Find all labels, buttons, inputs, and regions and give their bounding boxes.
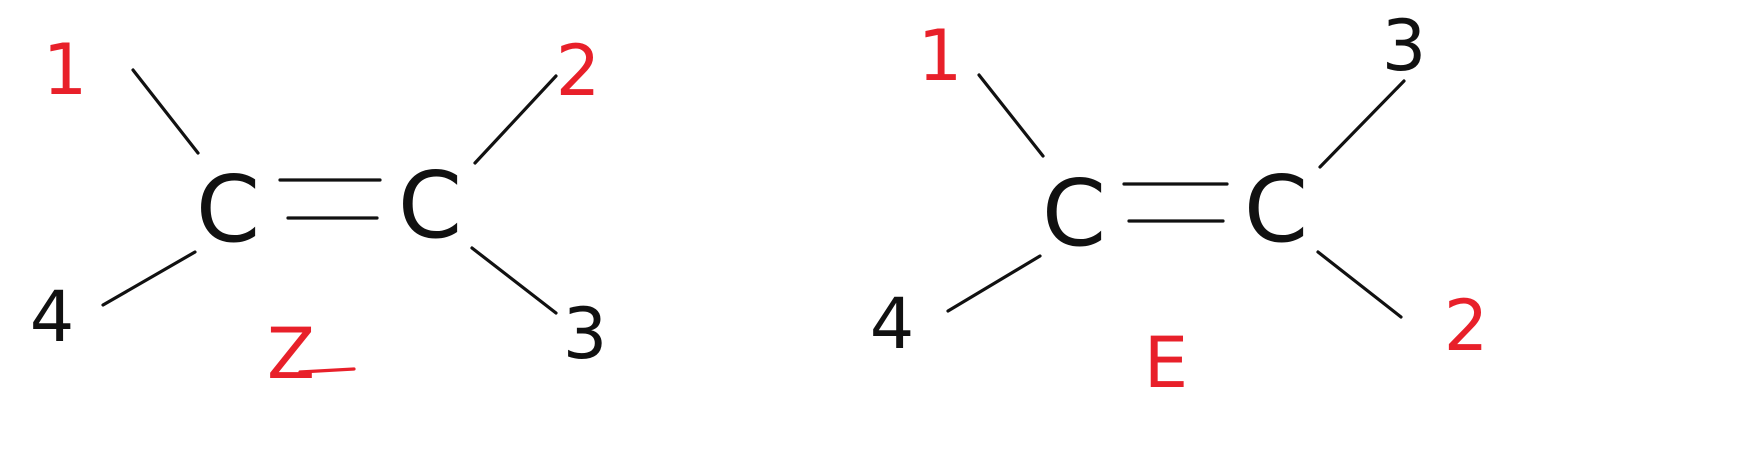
bond-lower-left	[946, 254, 1042, 313]
isomer-label: Z	[267, 313, 315, 395]
bond-upper-left	[977, 73, 1045, 158]
carbon-atom-left: C	[196, 156, 260, 263]
bond-upper-left	[131, 68, 200, 155]
priority-label-upper-left: 1	[43, 29, 88, 111]
priority-label-lower-right: 3	[563, 293, 608, 375]
e-isomer-structure: C C 1 3 4 2 E	[870, 5, 1489, 404]
bond-lower-right	[470, 246, 558, 315]
priority-label-lower-right: 2	[1444, 285, 1489, 367]
bond-upper-right	[473, 74, 558, 165]
priority-label-lower-left: 4	[870, 283, 915, 365]
carbon-atom-left: C	[1042, 160, 1106, 267]
carbon-atom-right: C	[398, 152, 462, 259]
z-isomer-structure: C C 1 2 4 3 Z	[30, 29, 608, 395]
priority-label-upper-right: 3	[1382, 5, 1427, 87]
priority-label-upper-left: 1	[918, 15, 963, 97]
isomer-label-underline	[298, 367, 356, 374]
bond-upper-right	[1318, 79, 1406, 169]
bond-lower-left	[101, 250, 197, 307]
isomer-label: E	[1144, 322, 1188, 404]
priority-label-upper-right: 2	[556, 30, 601, 112]
carbon-atom-right: C	[1244, 156, 1308, 263]
bond-lower-right	[1316, 250, 1403, 319]
priority-label-lower-left: 4	[30, 276, 75, 358]
